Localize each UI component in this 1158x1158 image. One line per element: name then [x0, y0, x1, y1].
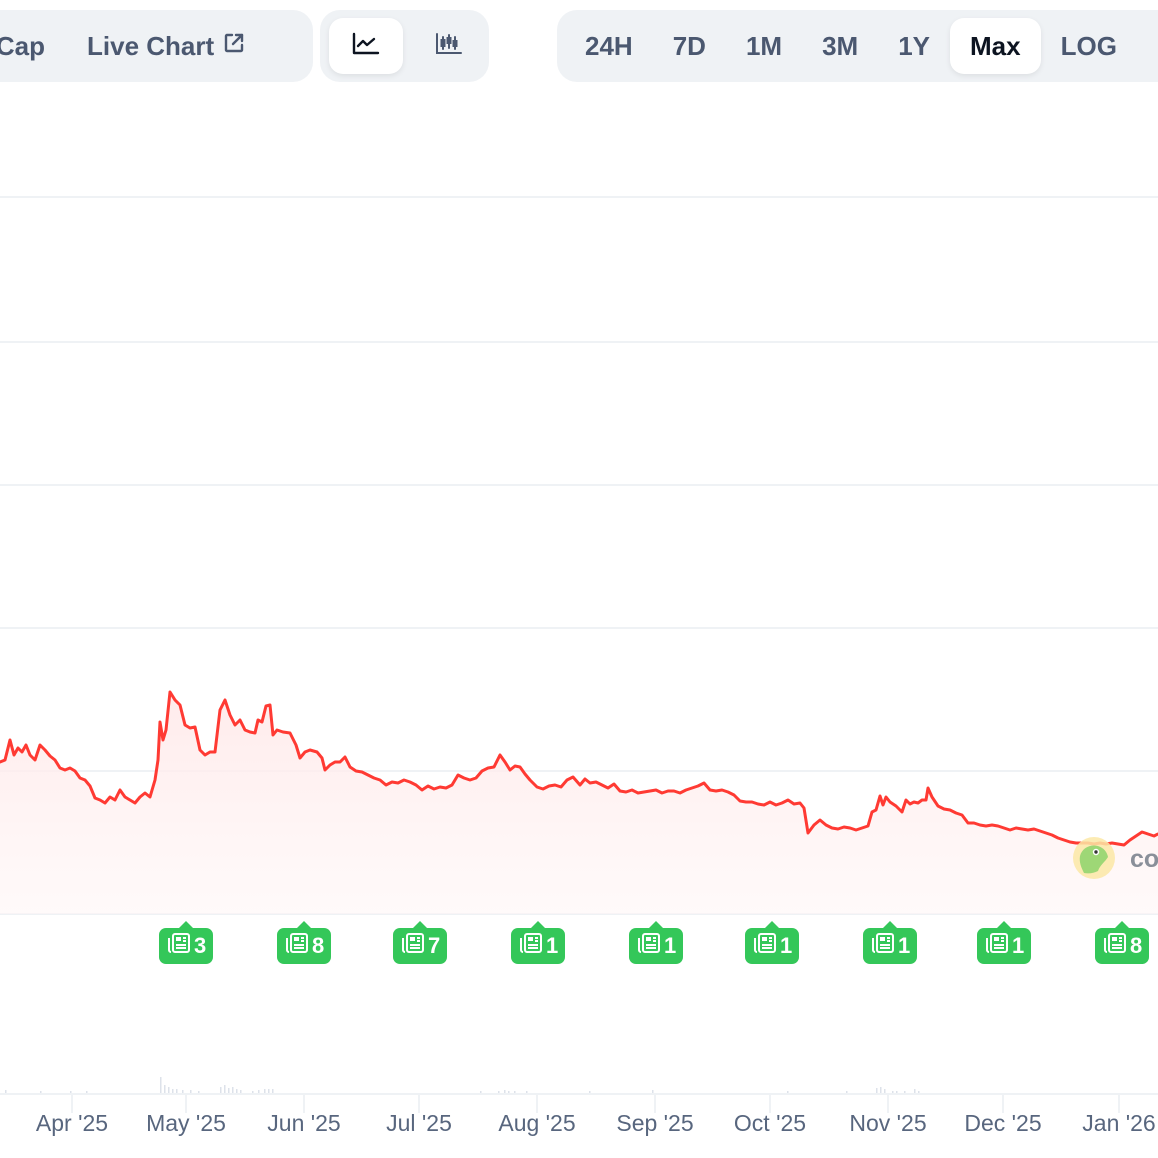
news-count: 1: [898, 933, 911, 958]
candlestick-chart-icon: [434, 31, 464, 62]
range-log[interactable]: LOG: [1041, 18, 1137, 74]
x-axis-label: Apr '25: [35, 1110, 109, 1136]
news-count: 1: [664, 933, 677, 958]
newspaper-icon: [985, 932, 1009, 960]
external-link-icon: [222, 31, 246, 62]
news-badge[interactable]: 7: [393, 921, 448, 964]
x-axis-label: Dec '25: [964, 1110, 1042, 1136]
range-1m-label: 1M: [745, 30, 783, 61]
range-24h-label: 24H: [585, 30, 633, 61]
line-chart-icon: [351, 31, 381, 62]
news-count: 8: [312, 933, 325, 958]
range-1m[interactable]: 1M: [726, 18, 802, 74]
newspaper-icon: [1103, 932, 1127, 960]
view-tab-group: t Cap Live Chart: [0, 10, 313, 82]
x-axis-label: May '25: [146, 1110, 226, 1136]
x-axis-label: Aug '25: [498, 1110, 576, 1136]
time-range-group: 24H 7D 1M 3M 1Y Max LOG: [557, 10, 1158, 82]
price-line: [0, 690, 1158, 847]
news-badge[interactable]: 1: [863, 921, 918, 964]
tab-live-chart-label: Live Chart: [87, 30, 215, 61]
news-badge[interactable]: 1: [629, 921, 684, 964]
range-log-label: LOG: [1060, 30, 1117, 61]
x-axis-label: Nov '25: [849, 1110, 927, 1136]
volume-bars: [5, 1077, 920, 1093]
x-axis-ticks: [71, 1094, 1120, 1113]
price-area-fill: [0, 692, 1158, 914]
newspaper-icon: [401, 932, 425, 960]
news-badge[interactable]: 1: [977, 921, 1032, 964]
newspaper-icon: [519, 932, 543, 960]
newspaper-icon: [753, 932, 777, 960]
candlestick-chart-button[interactable]: [412, 18, 486, 74]
x-axis-label: Jul '25: [386, 1110, 452, 1136]
watermark-text: co: [1130, 845, 1158, 873]
news-count: 1: [546, 933, 559, 958]
range-1y-label: 1Y: [898, 30, 931, 61]
news-count: 1: [780, 933, 793, 958]
chart-type-group: [320, 10, 489, 82]
news-count: 3: [194, 933, 207, 958]
x-axis-label: Jun '25: [267, 1110, 341, 1136]
news-count: 1: [1012, 933, 1025, 958]
news-count: 7: [428, 933, 441, 958]
tab-market-cap[interactable]: t Cap: [0, 18, 65, 74]
coingecko-logo-icon: [1072, 836, 1116, 885]
news-count: 8: [1130, 933, 1143, 958]
range-24h[interactable]: 24H: [565, 18, 653, 74]
tab-market-cap-label: t Cap: [0, 30, 45, 61]
news-badge[interactable]: 1: [511, 921, 566, 964]
range-1y[interactable]: 1Y: [878, 18, 950, 74]
range-7d[interactable]: 7D: [653, 18, 726, 74]
price-chart[interactable]: [0, 90, 1158, 1158]
range-3m[interactable]: 3M: [802, 18, 878, 74]
news-badge[interactable]: 8: [1095, 921, 1150, 964]
range-3m-label: 3M: [822, 30, 859, 61]
x-axis-label: Oct '25: [733, 1110, 807, 1136]
range-max[interactable]: Max: [950, 18, 1041, 74]
newspaper-icon: [285, 932, 309, 960]
newspaper-icon: [871, 932, 895, 960]
x-axis-label: Jan '26: [1082, 1110, 1156, 1136]
range-7d-label: 7D: [672, 30, 706, 61]
tab-live-chart[interactable]: Live Chart: [65, 18, 266, 74]
x-axis-label: Sep '25: [616, 1110, 694, 1136]
line-chart-button[interactable]: [329, 18, 403, 74]
newspaper-icon: [637, 932, 661, 960]
news-badge[interactable]: 3: [159, 921, 214, 964]
news-badge[interactable]: 8: [277, 921, 332, 964]
range-max-label: Max: [970, 30, 1021, 61]
newspaper-icon: [167, 932, 191, 960]
news-badge[interactable]: 1: [745, 921, 800, 964]
